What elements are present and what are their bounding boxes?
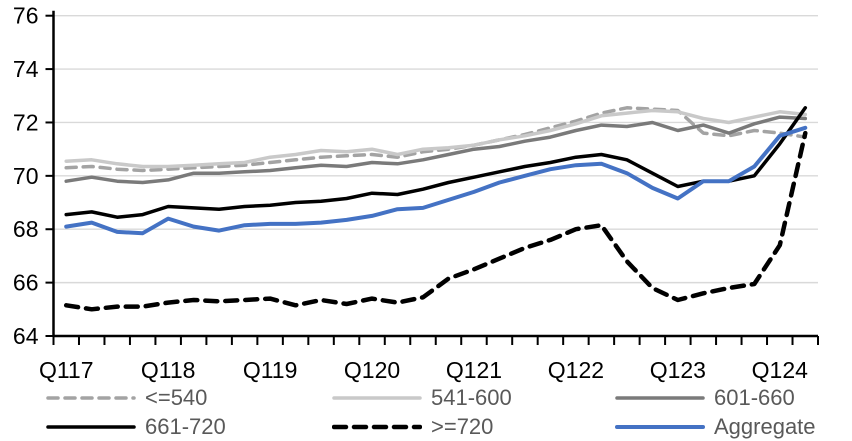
legend-label-lte540: <=540 bbox=[145, 385, 208, 410]
x-axis-label-Q123: Q123 bbox=[650, 357, 706, 383]
y-axis-label-66: 66 bbox=[13, 270, 39, 296]
y-axis-label-74: 74 bbox=[13, 56, 39, 82]
legend-item-gte720: >=720 bbox=[331, 414, 494, 439]
legend-item-lte540: <=540 bbox=[46, 385, 208, 410]
legend-label-541-600: 541-600 bbox=[431, 385, 512, 410]
legend-sample-lte540 bbox=[46, 393, 136, 403]
x-axis-label-Q120: Q120 bbox=[344, 357, 400, 383]
y-axis-label-72: 72 bbox=[13, 109, 39, 135]
series-line->=720 bbox=[63, 130, 808, 312]
legend-sample-661-720 bbox=[46, 422, 136, 432]
legend-item-601-660: 601-660 bbox=[615, 385, 795, 410]
legend-sample-aggregate bbox=[615, 422, 705, 432]
y-axis-label-64: 64 bbox=[13, 323, 39, 349]
legend-label-aggregate: Aggregate bbox=[714, 414, 816, 439]
y-axis-label-68: 68 bbox=[13, 216, 39, 242]
series-line-541-600 bbox=[64, 108, 808, 169]
legend-label-601-660: 601-660 bbox=[714, 385, 795, 410]
x-axis-label-Q121: Q121 bbox=[446, 357, 502, 383]
legend-item-541-600: 541-600 bbox=[332, 385, 512, 410]
x-axis-label-Q118: Q118 bbox=[141, 357, 196, 383]
series-line-<=540 bbox=[64, 106, 808, 173]
legend-item-661-720: 661-720 bbox=[46, 414, 226, 439]
x-axis-label-Q117: Q117 bbox=[39, 357, 94, 383]
y-axis-label-76: 76 bbox=[13, 3, 39, 29]
series-line-661-720 bbox=[64, 106, 808, 219]
x-axis-label-Q122: Q122 bbox=[548, 357, 604, 383]
legend-item-aggregate: Aggregate bbox=[615, 414, 816, 439]
x-axis-label-Q124: Q124 bbox=[752, 357, 808, 383]
legend-sample-541-600 bbox=[332, 393, 422, 403]
legend-label-661-720: 661-720 bbox=[145, 414, 226, 439]
legend-label-gte720: >=720 bbox=[431, 414, 494, 439]
y-axis-label-70: 70 bbox=[13, 163, 39, 189]
legend-sample-gte720 bbox=[331, 422, 423, 432]
x-axis-label-Q119: Q119 bbox=[243, 357, 298, 383]
series-line-Aggregate bbox=[64, 125, 808, 236]
legend-sample-601-660 bbox=[615, 393, 705, 403]
series-line-601-660 bbox=[64, 115, 808, 185]
